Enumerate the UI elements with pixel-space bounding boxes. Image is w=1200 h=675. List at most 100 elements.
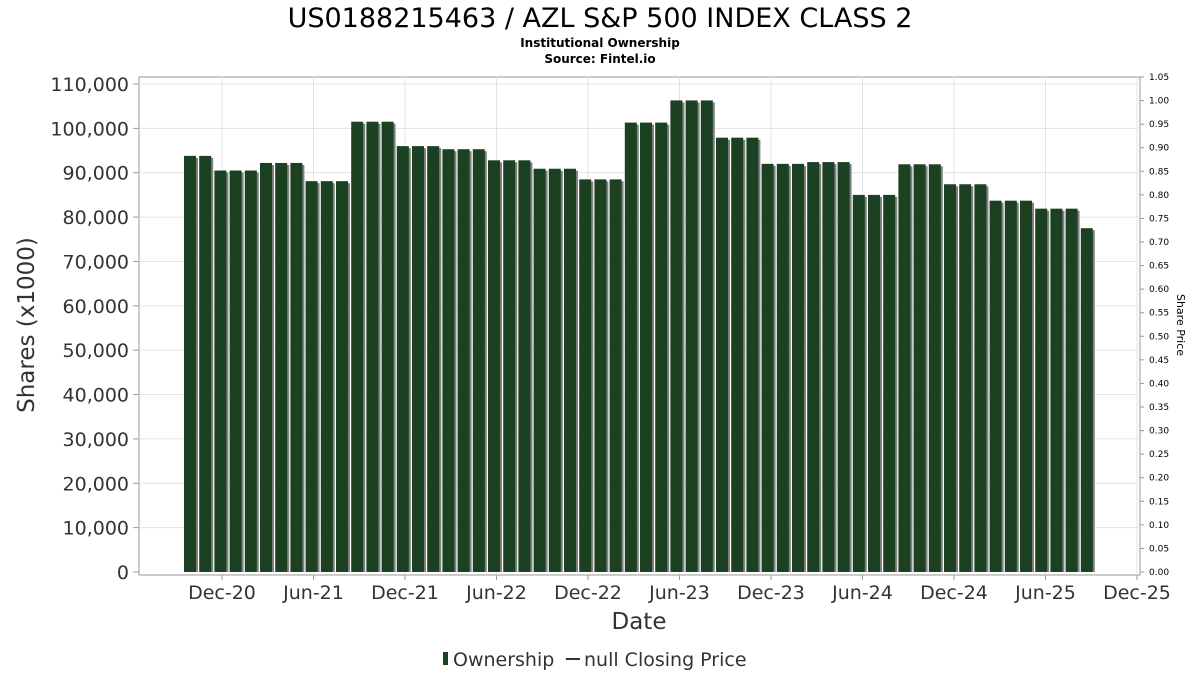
legend-ownership-label: Ownership xyxy=(453,649,554,671)
y2-tick-label: 0.80 xyxy=(1149,191,1169,201)
ownership-bar xyxy=(366,121,379,572)
y2-axis: 0.00 0.05 0.10 0.15 0.20 0.25 0.30 0.35 0.40 0.45… xyxy=(1140,73,1169,578)
ownership-bar xyxy=(959,184,972,572)
y2-tick-label: 0.35 xyxy=(1149,403,1169,413)
y-tick-label: 0 xyxy=(117,562,129,584)
ownership-bar xyxy=(792,163,804,572)
ownership-bar xyxy=(928,164,941,572)
ownership-bar xyxy=(564,168,576,572)
ownership-bar xyxy=(700,100,713,572)
y-tick-label: 30,000 xyxy=(63,429,129,451)
y-tick-label: 70,000 xyxy=(63,251,129,273)
x-tick-label: Jun-23 xyxy=(648,582,710,604)
ownership-bar xyxy=(822,162,835,572)
ownership-bar xyxy=(1004,200,1017,572)
ownership-bar xyxy=(488,160,500,572)
y2-tick-label: 0.85 xyxy=(1149,167,1169,177)
chart-subtitle: Institutional Ownership xyxy=(520,36,680,50)
bars xyxy=(184,100,1095,573)
y2-tick-label: 0.45 xyxy=(1149,356,1169,366)
ownership-bar xyxy=(336,181,348,572)
y-axis-label: Shares (x1000) xyxy=(14,237,40,413)
x-tick-label: Dec-20 xyxy=(188,582,256,604)
y2-tick-label: 1.05 xyxy=(1149,73,1169,83)
x-tick-label: Jun-24 xyxy=(831,582,893,604)
ownership-bar xyxy=(944,184,956,572)
chart-title: US0188215463 / AZL S&P 500 INDEX CLASS 2 xyxy=(288,3,913,34)
ownership-bar xyxy=(503,160,516,572)
chart-source: Source: Fintel.io xyxy=(544,52,655,66)
x-tick-label: Jun-22 xyxy=(465,582,527,604)
y2-tick-label: 0.10 xyxy=(1149,521,1169,531)
y-tick-label: 90,000 xyxy=(63,163,129,185)
y2-tick-label: 0.15 xyxy=(1149,497,1169,507)
ownership-bar xyxy=(685,100,698,572)
ownership-bar xyxy=(381,121,394,572)
ownership-bar xyxy=(184,155,196,573)
ownership-bar xyxy=(229,170,242,572)
y2-tick-label: 0.30 xyxy=(1149,427,1169,437)
x-tick-label: Dec-24 xyxy=(920,582,988,604)
ownership-bar xyxy=(533,168,546,572)
y2-tick-label: 0.75 xyxy=(1149,214,1169,224)
ownership-bar xyxy=(518,160,531,572)
ownership-bar xyxy=(868,194,880,572)
y-tick-label: 110,000 xyxy=(50,74,129,96)
ownership-bar xyxy=(579,179,592,572)
ownership-bar xyxy=(442,149,455,572)
ownership-bar xyxy=(761,163,774,572)
ownership-bar xyxy=(974,184,987,572)
x-axis: Dec-20 Jun-21 Dec-21 Jun-22 Dec-22 Jun-23 Dec-… xyxy=(188,575,1171,604)
y2-tick-label: 0.05 xyxy=(1149,544,1169,554)
y-axis: 0 10,000 20,000 30,000 40,000 50,000 60,000 70,… xyxy=(50,74,139,584)
ownership-bar xyxy=(351,121,364,572)
ownership-bar xyxy=(305,181,318,572)
ownership-bar xyxy=(670,100,683,572)
ownership-bar xyxy=(837,162,850,572)
y2-tick-label: 0.90 xyxy=(1149,144,1169,154)
ownership-bar xyxy=(548,168,561,572)
ownership-bar xyxy=(913,164,926,572)
ownership-bar xyxy=(457,149,470,572)
y-tick-label: 10,000 xyxy=(63,518,129,540)
y2-tick-label: 0.70 xyxy=(1149,238,1169,248)
x-tick-label: Dec-23 xyxy=(737,582,805,604)
legend-price-label: null Closing Price xyxy=(584,649,747,671)
x-tick-label: Dec-25 xyxy=(1103,582,1171,604)
ownership-bar xyxy=(989,200,1002,572)
y-tick-label: 60,000 xyxy=(63,296,129,318)
ownership-bar xyxy=(1035,208,1048,573)
y-tick-label: 20,000 xyxy=(63,473,129,495)
ownership-bar xyxy=(472,149,485,572)
ownership-bar xyxy=(320,181,333,572)
ownership-bar xyxy=(609,179,622,572)
y-tick-label: 40,000 xyxy=(63,385,129,407)
ownership-bar xyxy=(883,194,896,572)
ownership-bar xyxy=(1020,200,1032,572)
y2-tick-label: 0.25 xyxy=(1149,450,1169,460)
ownership-bar xyxy=(807,162,820,572)
y2-tick-label: 1.00 xyxy=(1149,97,1169,107)
y2-tick-label: 0.00 xyxy=(1149,568,1169,578)
x-tick-label: Dec-21 xyxy=(371,582,439,604)
ownership-bar xyxy=(746,137,759,572)
ownership-bar xyxy=(199,155,212,573)
y2-tick-label: 0.60 xyxy=(1149,285,1169,295)
y2-tick-label: 0.95 xyxy=(1149,120,1169,130)
ownership-bar xyxy=(1065,208,1078,573)
x-tick-label: Dec-22 xyxy=(554,582,622,604)
ownership-bar xyxy=(1080,228,1093,572)
ownership-bar xyxy=(412,146,424,573)
ownership-bar xyxy=(260,162,272,572)
ownership-bar xyxy=(852,194,865,572)
y2-tick-label: 0.50 xyxy=(1149,332,1169,342)
ownership-bar xyxy=(594,179,607,572)
ownership-bar xyxy=(396,146,409,573)
ownership-bar xyxy=(214,170,227,572)
ownership-bar xyxy=(275,162,288,572)
ownership-bar xyxy=(776,163,789,572)
ownership-bar xyxy=(640,122,652,572)
y2-tick-label: 0.20 xyxy=(1149,474,1169,484)
y2-tick-label: 0.55 xyxy=(1149,309,1169,319)
y-tick-label: 80,000 xyxy=(63,207,129,229)
